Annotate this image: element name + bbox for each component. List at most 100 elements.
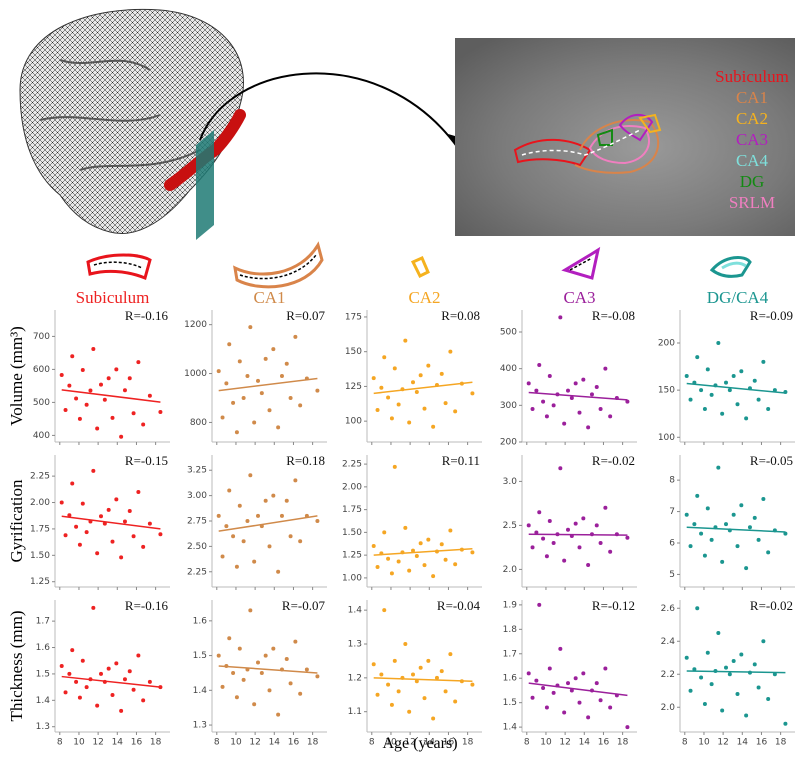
point <box>448 652 453 657</box>
point <box>530 545 535 550</box>
point <box>699 388 704 393</box>
row-label: Volume (mm³) <box>7 326 26 426</box>
point <box>392 464 397 469</box>
point <box>684 655 689 660</box>
panel: 100 150 200 R=-0.09 <box>658 308 795 445</box>
point <box>241 677 246 682</box>
point <box>271 493 276 498</box>
point <box>684 374 689 378</box>
point <box>744 566 749 571</box>
point <box>106 666 111 671</box>
point <box>315 674 320 679</box>
point <box>727 528 732 533</box>
point <box>551 541 556 545</box>
point <box>252 559 257 564</box>
panel: 1.3 1.4 1.5 1.6 1.7 8 10 12 14 16 18 R=-0.16 <box>36 598 170 748</box>
mri-inset <box>455 38 795 236</box>
point <box>288 681 293 686</box>
mri-legend-label: DG <box>740 172 765 191</box>
point <box>695 355 700 360</box>
y-tick-label: 800 <box>190 418 207 428</box>
point <box>573 381 578 386</box>
point <box>534 530 539 535</box>
y-tick-label: 1.5 <box>503 698 517 708</box>
fit-line <box>373 548 473 556</box>
y-tick-label: 1.4 <box>503 723 518 733</box>
point <box>752 378 757 383</box>
point <box>224 524 229 529</box>
point <box>547 666 552 671</box>
point <box>439 371 444 376</box>
point <box>783 721 788 726</box>
y-tick-label: 2.25 <box>342 460 362 470</box>
point <box>716 341 721 345</box>
y-tick-label: 1000 <box>184 369 207 379</box>
x-tick-label: 14 <box>579 738 591 748</box>
point <box>407 420 412 425</box>
point <box>608 414 613 419</box>
r-label: R=0.11 <box>442 453 480 468</box>
y-tick-label: 1.7 <box>36 617 50 627</box>
column-title: CA2 <box>408 288 440 307</box>
point <box>603 366 608 371</box>
y-tick-label: 200 <box>658 339 675 349</box>
point <box>91 468 96 473</box>
point <box>695 606 700 611</box>
y-tick-label: 1.5 <box>36 669 50 679</box>
y-tick-label: 1.50 <box>342 528 362 538</box>
point <box>735 692 740 697</box>
point <box>80 658 85 663</box>
point <box>67 383 72 388</box>
point <box>713 383 718 388</box>
point <box>581 671 586 676</box>
point <box>256 513 260 518</box>
point <box>74 396 79 401</box>
point <box>544 705 549 710</box>
y-tick-label: 1.25 <box>342 551 362 561</box>
column-title: DG/CA4 <box>707 288 769 307</box>
y-tick-label: 3.0 <box>503 477 518 487</box>
point <box>747 525 752 530</box>
point <box>375 408 380 413</box>
point <box>470 682 475 687</box>
point <box>241 396 246 400</box>
panel: 1.3 1.4 1.5 1.6 8 10 12 14 16 18 R=-0.07 <box>193 598 327 748</box>
point <box>414 554 419 559</box>
point <box>439 669 444 674</box>
point <box>102 397 107 402</box>
point <box>284 361 289 366</box>
point <box>713 525 718 530</box>
point <box>276 569 281 574</box>
point <box>298 403 303 408</box>
y-tick-label: 1.4 <box>193 686 208 696</box>
point <box>77 695 82 700</box>
point <box>422 563 427 568</box>
point <box>99 671 103 676</box>
point <box>766 697 771 701</box>
fit-line <box>528 682 628 697</box>
y-tick-label: 1.9 <box>503 600 518 610</box>
point <box>434 675 439 680</box>
y-tick-label: 1.6 <box>503 674 518 684</box>
y-tick-label: 5 <box>669 570 675 580</box>
point <box>594 385 599 389</box>
y-tick-label: 2.6 <box>661 604 676 614</box>
point <box>231 400 236 405</box>
point <box>783 531 788 536</box>
point <box>248 608 253 613</box>
point <box>581 516 586 521</box>
point <box>216 369 221 374</box>
point <box>271 347 276 352</box>
y-tick-label: 6 <box>669 539 675 549</box>
point <box>589 688 594 693</box>
column-title: Subiculum <box>76 288 150 307</box>
x-tick-label: 14 <box>424 738 436 748</box>
point <box>119 434 124 439</box>
y-tick-label: 2.25 <box>187 567 207 577</box>
x-tick-label: 10 <box>230 738 242 748</box>
column-title: CA3 <box>563 288 595 307</box>
point <box>558 646 563 651</box>
point <box>259 391 264 396</box>
point <box>256 378 260 383</box>
x-tick-label: 10 <box>73 738 85 748</box>
